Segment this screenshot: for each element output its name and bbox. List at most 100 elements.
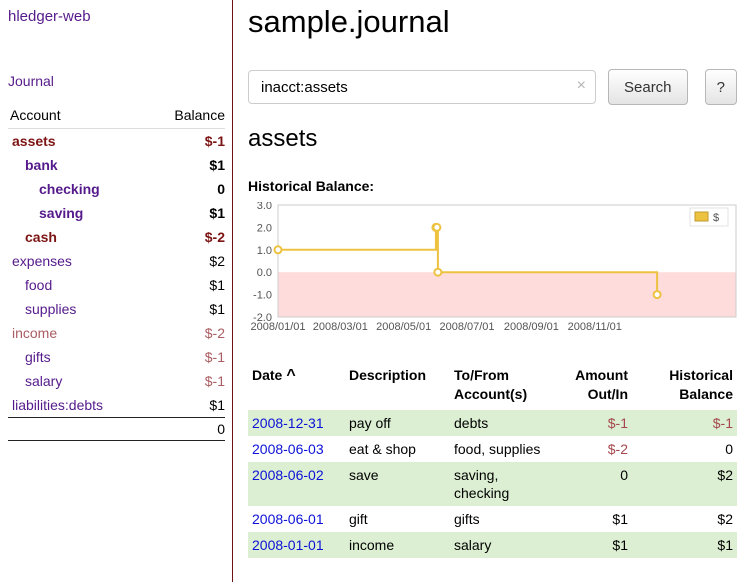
txn-date-link[interactable]: 2008-06-01 bbox=[252, 511, 324, 527]
search-input[interactable] bbox=[248, 70, 596, 104]
svg-text:2008/07/01: 2008/07/01 bbox=[439, 321, 494, 333]
txn-balance: 0 bbox=[725, 441, 733, 457]
account-row: income $-2 bbox=[8, 321, 225, 345]
account-balance: $-1 bbox=[204, 373, 225, 389]
col-accounts: To/From Account(s) bbox=[454, 367, 528, 402]
txn-accounts: debts bbox=[454, 415, 489, 431]
svg-text:2008/11/01: 2008/11/01 bbox=[568, 321, 622, 333]
txn-accounts: gifts bbox=[454, 511, 480, 527]
txn-description: eat & shop bbox=[349, 441, 416, 457]
account-link-assets[interactable]: assets bbox=[12, 133, 56, 149]
account-balance: $1 bbox=[209, 277, 225, 293]
svg-text:2008/01/01: 2008/01/01 bbox=[250, 321, 305, 333]
account-link-saving[interactable]: saving bbox=[39, 205, 84, 221]
accounts-total-row: 0 bbox=[8, 417, 225, 441]
txn-description: save bbox=[349, 467, 379, 483]
account-row: checking 0 bbox=[8, 177, 225, 201]
search-form: × Search ? bbox=[248, 69, 737, 105]
svg-text:2008/09/01: 2008/09/01 bbox=[504, 321, 559, 333]
account-link-gifts[interactable]: gifts bbox=[25, 349, 51, 365]
account-row: assets $-1 bbox=[8, 129, 225, 154]
main-content: sample.journal × Search ? assets Histori… bbox=[233, 0, 742, 558]
col-date-sortable[interactable]: Date ^ bbox=[252, 367, 296, 384]
account-row: expenses $2 bbox=[8, 249, 225, 273]
account-row: bank $1 bbox=[8, 153, 225, 177]
accounts-col-account: Account bbox=[8, 105, 150, 129]
sort-asc-icon: ^ bbox=[286, 367, 296, 384]
account-link-checking[interactable]: checking bbox=[39, 181, 100, 197]
txn-amount: $-2 bbox=[607, 441, 628, 457]
account-balance: $1 bbox=[209, 157, 225, 173]
help-button[interactable]: ? bbox=[704, 69, 737, 105]
col-amount: Amount Out/In bbox=[575, 367, 628, 402]
txn-amount: $1 bbox=[612, 511, 628, 527]
account-balance: 0 bbox=[217, 181, 225, 197]
txn-date-link[interactable]: 2008-06-02 bbox=[252, 467, 324, 483]
clear-search-icon[interactable]: × bbox=[576, 77, 586, 94]
txn-balance: $-1 bbox=[712, 415, 733, 431]
balance-chart[interactable]: 3.0 2.0 1.0 0.0 -1.0 -2.0 2008/01/01 2008/03/01… bbox=[248, 200, 742, 338]
app-title-link[interactable]: hledger-web bbox=[8, 8, 91, 25]
txn-date-link[interactable]: 2008-01-01 bbox=[252, 537, 324, 553]
account-row: cash $-2 bbox=[8, 225, 225, 249]
account-link-income[interactable]: income bbox=[12, 325, 58, 341]
account-row: saving $1 bbox=[8, 201, 225, 225]
register-row: 2008-01-01 income salary $1 $1 bbox=[248, 532, 737, 558]
account-balance: $-1 bbox=[204, 133, 225, 149]
svg-text:2008/05/01: 2008/05/01 bbox=[376, 321, 431, 333]
col-description: Description bbox=[349, 367, 427, 383]
search-button[interactable]: Search bbox=[608, 69, 688, 105]
txn-date-link[interactable]: 2008-06-03 bbox=[252, 441, 324, 457]
txn-accounts: salary bbox=[454, 537, 492, 553]
register-row: 2008-06-01 gift gifts $1 $2 bbox=[248, 506, 737, 532]
account-link-supplies[interactable]: supplies bbox=[25, 301, 77, 317]
txn-balance: $2 bbox=[717, 467, 733, 483]
account-balance: $-2 bbox=[204, 229, 225, 245]
register-row: 2008-06-03 eat & shop food, supplies $-2… bbox=[248, 436, 737, 462]
account-balance: $1 bbox=[209, 301, 225, 317]
page-title: sample.journal bbox=[248, 4, 450, 39]
accounts-total: 0 bbox=[149, 417, 225, 441]
account-link-liabilities-debts[interactable]: liabilities:debts bbox=[12, 397, 104, 413]
account-link-food[interactable]: food bbox=[25, 277, 53, 293]
account-link-cash[interactable]: cash bbox=[25, 229, 57, 245]
col-balance: Historical Balance bbox=[669, 367, 733, 402]
txn-description: pay off bbox=[349, 415, 391, 431]
txn-balance: $1 bbox=[717, 537, 733, 553]
chart-title: Historical Balance: bbox=[248, 178, 375, 194]
svg-text:2.0: 2.0 bbox=[257, 222, 272, 234]
sidebar: hledger-web Journal Account Balance asse… bbox=[0, 0, 233, 582]
account-row: supplies $1 bbox=[8, 297, 225, 321]
app-title: hledger-web bbox=[8, 8, 225, 25]
register-row: 2008-06-02 save saving, checking 0 $2 bbox=[248, 462, 737, 506]
svg-text:-1.0: -1.0 bbox=[253, 290, 272, 302]
sidebar-nav: Journal bbox=[8, 73, 225, 89]
txn-balance: $2 bbox=[717, 511, 733, 527]
svg-text:$: $ bbox=[713, 212, 719, 224]
accounts-col-balance: Balance bbox=[149, 105, 225, 129]
account-link-salary[interactable]: salary bbox=[25, 373, 63, 389]
account-row: food $1 bbox=[8, 273, 225, 297]
txn-amount: $-1 bbox=[607, 415, 628, 431]
txn-amount: $1 bbox=[612, 537, 628, 553]
account-row: gifts $-1 bbox=[8, 345, 225, 369]
accounts-header-row: Account Balance bbox=[8, 105, 225, 129]
svg-text:0.0: 0.0 bbox=[257, 267, 272, 279]
accounts-table: Account Balance assets $-1 bank $1 check… bbox=[8, 105, 225, 441]
nav-journal-link[interactable]: Journal bbox=[8, 73, 54, 89]
txn-description: gift bbox=[349, 511, 368, 527]
txn-description: income bbox=[349, 537, 395, 553]
account-link-expenses[interactable]: expenses bbox=[12, 253, 72, 269]
section-title: assets bbox=[248, 125, 318, 152]
register-row: 2008-12-31 pay off debts $-1 $-1 bbox=[248, 410, 737, 436]
txn-date-link[interactable]: 2008-12-31 bbox=[252, 415, 324, 431]
account-balance: $2 bbox=[209, 253, 225, 269]
account-row: salary $-1 bbox=[8, 369, 225, 393]
account-balance: $-2 bbox=[204, 325, 225, 341]
account-balance: $1 bbox=[209, 205, 225, 221]
svg-text:3.0: 3.0 bbox=[257, 202, 272, 212]
account-balance: $1 bbox=[209, 397, 225, 413]
register-table: Date ^ Description To/From Account(s) Amo… bbox=[248, 364, 737, 558]
account-link-bank[interactable]: bank bbox=[25, 157, 58, 173]
